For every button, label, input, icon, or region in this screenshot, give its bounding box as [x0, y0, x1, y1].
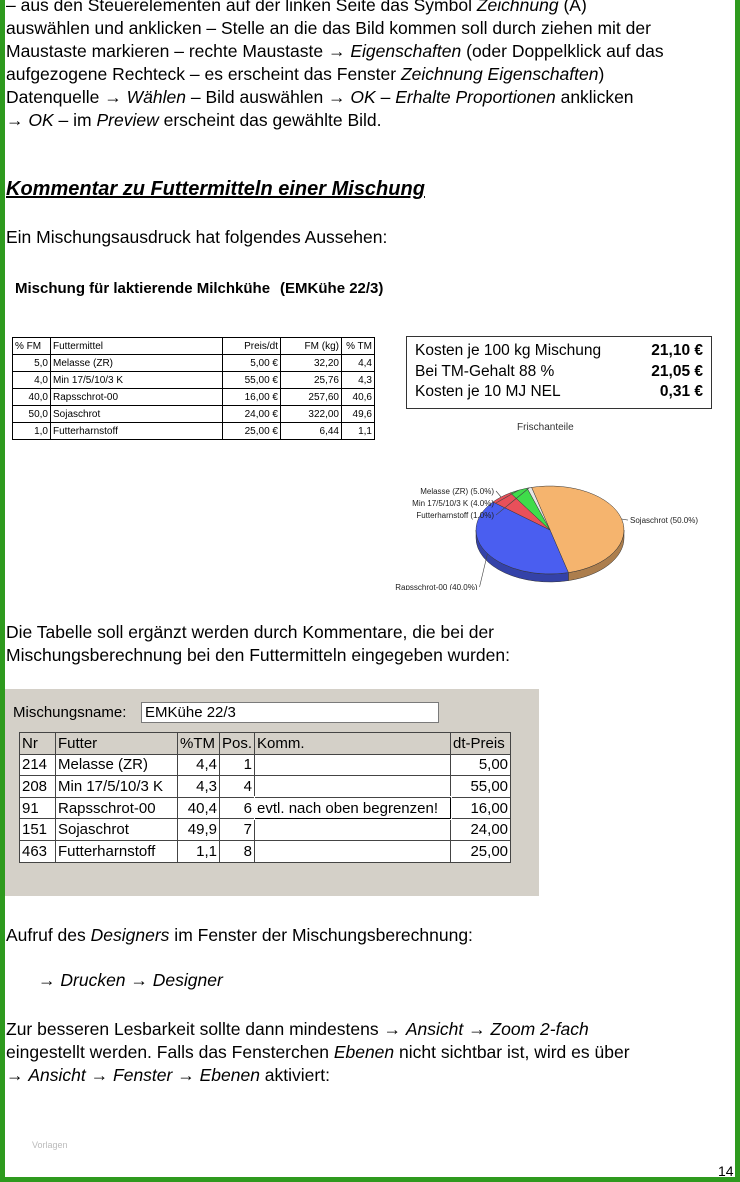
col-header-futter[interactable]: Futter	[55, 732, 178, 755]
section-heading: Kommentar zu Futtermitteln einer Mischun…	[6, 178, 425, 200]
arrow-icon: →	[130, 970, 148, 990]
page-number: 14	[718, 1163, 734, 1179]
pie-slice-label: Min 17/5/10/3 K (4.0%)	[412, 499, 494, 508]
table-row[interactable]: 91 Rapsschrot-00 40,4 6 evtl. nach oben begr…	[19, 796, 512, 820]
arrow-icon: →	[383, 1019, 401, 1039]
table-row: 40,0 Rapsschrot-00 16,00 €257,60 40,6	[12, 388, 375, 406]
col-header: FM (kg)	[280, 337, 342, 355]
cost-row: Bei TM-Gehalt 88 % 21,05 €	[415, 362, 703, 380]
pie-slice-label: Melasse (ZR) (5.0%)	[420, 487, 494, 496]
feed-table-header: % FM Futtermittel Preis/dt FM (kg) % TM	[12, 337, 375, 355]
comment-cell[interactable]	[254, 775, 452, 798]
pie-slice-label: Sojaschrot (50.0%)	[630, 516, 698, 525]
cost-summary-box: Kosten je 100 kg Mischung 21,10 € Bei TM-…	[406, 336, 712, 409]
cost-row: Kosten je 10 MJ NEL 0,31 €	[415, 383, 703, 401]
paragraph-ausdruck: Ein Mischungsausdruck hat folgendes Auss…	[6, 227, 388, 247]
arrow-icon: →	[327, 41, 346, 61]
arrow-icon: →	[90, 1065, 109, 1085]
table-row: 1,0 Futterharnstoff 25,00 €6,44 1,1	[12, 422, 375, 440]
arrow-icon: →	[468, 1019, 486, 1039]
arrow-icon: →	[6, 1065, 24, 1085]
intro-line-5: Datenquelle → Wählen – Bild auswählen → …	[6, 87, 634, 107]
feed-comment-grid: Nr Futter %TM Pos. Komm. dt-Preis 214 Mel…	[19, 732, 512, 863]
pie-slice-label: Futterharnstoff (1.0%)	[416, 511, 494, 520]
paragraph-zoom-3: → Ansicht → Fenster → Ebenen aktiviert:	[6, 1065, 330, 1085]
col-header: % FM	[12, 337, 51, 355]
table-row[interactable]: 463 Futterharnstoff 1,1 8 25,00	[19, 839, 512, 863]
intro-line-6: → OK – im Preview erscheint das gewählte…	[6, 110, 382, 130]
pie-slice	[531, 485, 625, 573]
grid-header: Nr Futter %TM Pos. Komm. dt-Preis	[19, 732, 512, 755]
mix-name-input[interactable]: EMKühe 22/3	[141, 702, 439, 723]
pie-slice	[526, 487, 551, 531]
feed-table: % FM Futtermittel Preis/dt FM (kg) % TM …	[12, 337, 375, 440]
pie-leader-line	[479, 553, 488, 588]
mix-comment-window: Mischungsname: EMKühe 22/3 Nr Futter %TM…	[5, 689, 539, 896]
pie-leader-line	[495, 489, 519, 504]
intro-line-1: – aus den Steuerelementen auf der linken…	[6, 0, 587, 15]
comment-cell[interactable]	[254, 839, 452, 863]
pie-leader-line	[495, 487, 530, 516]
paragraph-zoom-2: eingestellt werden. Falls das Fensterche…	[6, 1042, 630, 1062]
arrow-icon: →	[6, 110, 24, 130]
table-row[interactable]: 208 Min 17/5/10/3 K 4,3 4 55,00	[19, 775, 512, 798]
menu-path-designer: → Drucken → Designer	[38, 970, 223, 990]
col-header-tm[interactable]: %TM	[177, 732, 220, 755]
table-row[interactable]: 214 Melasse (ZR) 4,4 1 5,00	[19, 753, 512, 777]
table-row: 50,0 Sojaschrot 24,00 €322,00 49,6	[12, 405, 375, 423]
col-header-pos[interactable]: Pos.	[218, 732, 256, 755]
arrow-icon: →	[38, 970, 56, 990]
paragraph-aufruf: Aufruf des Designers im Fenster der Misc…	[6, 925, 473, 945]
intro-line-4: aufgezogene Rechteck – es erscheint das …	[6, 64, 605, 84]
col-header-komm[interactable]: Komm.	[254, 732, 452, 755]
intro-line-2: auswählen und anklicken – Stelle an die …	[6, 18, 651, 38]
col-header-dt-preis[interactable]: dt-Preis	[450, 732, 512, 755]
pie-slice-label: Rapsschrot-00 (40.0%)	[395, 583, 478, 590]
cost-row: Kosten je 100 kg Mischung 21,10 €	[415, 342, 703, 359]
col-header: Preis/dt	[222, 337, 281, 355]
comment-cell[interactable]	[254, 753, 452, 777]
pie-chart: Sojaschrot (50.0%) Rapsschrot-00 (40.0%) M…	[395, 485, 698, 590]
arrow-icon: →	[328, 87, 346, 107]
arrow-icon: →	[104, 87, 122, 107]
intro-line-3: Maustaste markieren – rechte Maustaste →…	[6, 41, 664, 61]
pie-leader-line	[621, 518, 629, 521]
chart-title: Frischanteile	[517, 422, 574, 433]
pie-leader-line	[495, 490, 502, 498]
table-row: 4,0 Min 17/5/10/3 K 55,00 €25,76 4,3	[12, 371, 375, 389]
col-header: % TM	[341, 337, 375, 355]
mix-name-label: Mischungsname:	[13, 704, 127, 721]
arrow-icon: →	[177, 1065, 195, 1085]
mix-title: Mischung für laktierende Milchkühe (EMKüh…	[15, 280, 384, 297]
paragraph-zoom-1: Zur besseren Lesbarkeit sollte dann mind…	[6, 1019, 589, 1039]
table-row: 5,0 Melasse (ZR) 5,00 €32,20 4,4	[12, 354, 375, 372]
paragraph-tabelle-1: Die Tabelle soll ergänzt werden durch Ko…	[6, 622, 495, 642]
col-header: Futtermittel	[50, 337, 223, 355]
comment-cell[interactable]	[254, 818, 452, 841]
paragraph-tabelle-2: Mischungsberechnung bei den Futtermittel…	[6, 645, 510, 665]
table-row[interactable]: 151 Sojaschrot 49,9 7 24,00	[19, 818, 512, 841]
comment-cell-active[interactable]: evtl. nach oben begrenzen!	[253, 796, 452, 820]
col-header-nr[interactable]: Nr	[19, 732, 56, 755]
watermark: Vorlagen	[32, 1140, 68, 1150]
